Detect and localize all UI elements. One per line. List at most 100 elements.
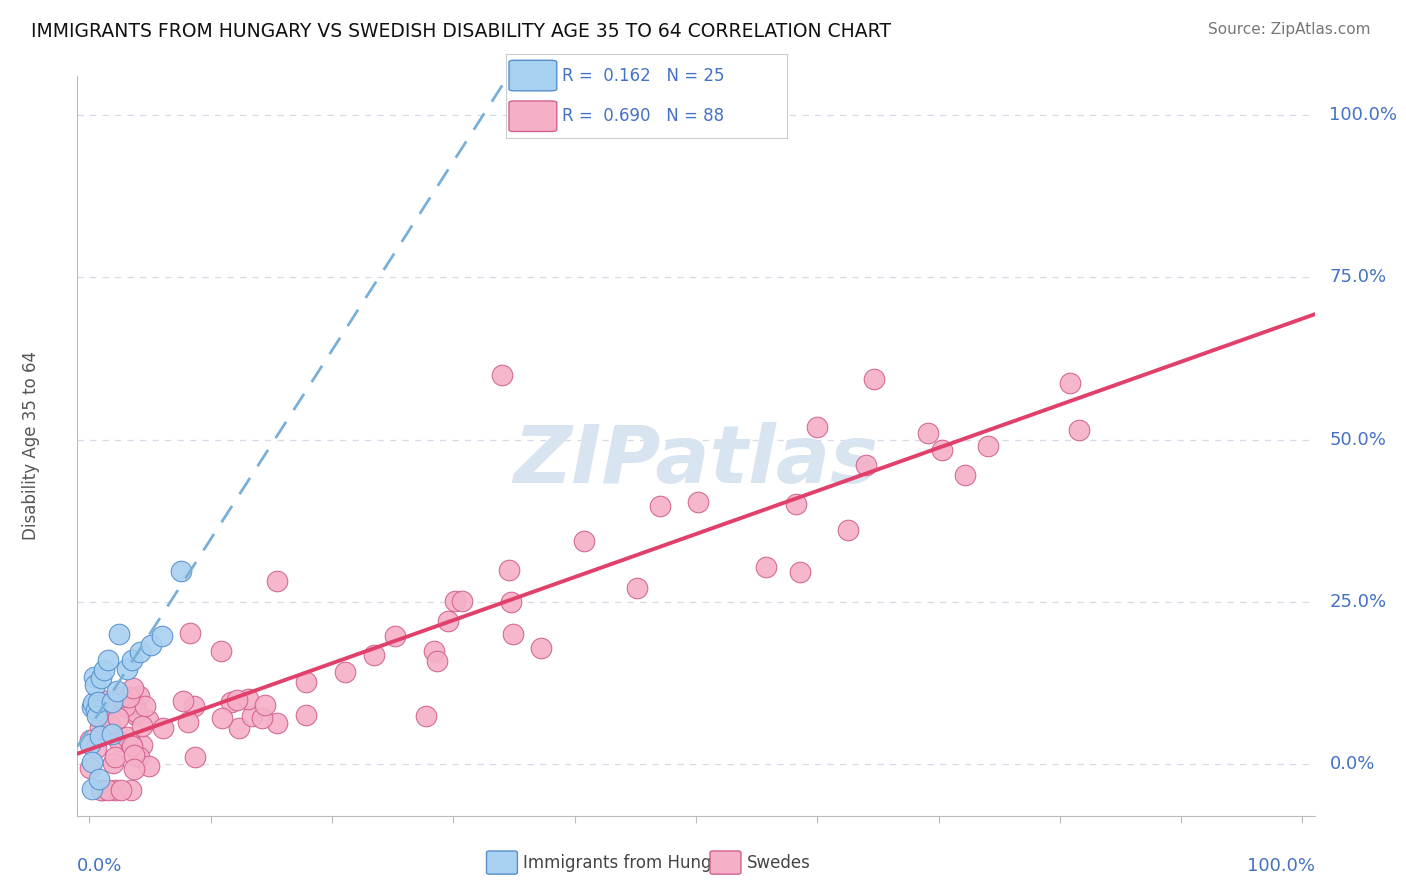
Point — [211, 711, 233, 725]
Point — [80, 755, 103, 769]
Point — [384, 629, 406, 643]
Text: Immigrants from Hungary: Immigrants from Hungary — [523, 854, 738, 871]
Point — [110, 690, 132, 705]
Point — [499, 595, 522, 609]
Point — [83, 678, 105, 692]
Point — [226, 692, 249, 706]
Point — [626, 582, 648, 596]
Point — [104, 783, 127, 797]
Point — [94, 694, 117, 708]
Text: 0.0%: 0.0% — [1330, 756, 1375, 773]
Point — [131, 738, 153, 752]
Point — [115, 662, 138, 676]
Point — [138, 759, 160, 773]
Point — [150, 629, 173, 643]
Point — [491, 368, 513, 382]
Point — [953, 468, 976, 483]
Point — [124, 699, 146, 714]
Point — [253, 698, 276, 712]
Point — [131, 719, 153, 733]
Point — [101, 727, 124, 741]
Text: Swedes: Swedes — [747, 854, 810, 871]
Point — [423, 644, 446, 658]
Point — [177, 714, 200, 729]
Point — [139, 638, 162, 652]
Point — [530, 641, 553, 656]
Point — [152, 721, 174, 735]
Point — [120, 737, 142, 751]
Point — [118, 690, 141, 704]
Point — [1059, 376, 1081, 391]
Point — [228, 722, 250, 736]
Text: R =  0.690   N = 88: R = 0.690 N = 88 — [562, 107, 724, 125]
Point — [184, 749, 207, 764]
Point — [84, 703, 107, 717]
Point — [502, 626, 524, 640]
Point — [83, 669, 105, 683]
Text: 50.0%: 50.0% — [1330, 431, 1386, 449]
Text: R =  0.162   N = 25: R = 0.162 N = 25 — [562, 67, 725, 85]
Point — [101, 756, 124, 770]
Point — [110, 783, 132, 797]
Point — [90, 671, 112, 685]
Point — [79, 737, 101, 751]
Point — [114, 698, 136, 713]
Point — [572, 533, 595, 548]
Point — [122, 762, 145, 776]
Text: Source: ZipAtlas.com: Source: ZipAtlas.com — [1208, 22, 1371, 37]
Point — [125, 707, 148, 722]
Text: 0.0%: 0.0% — [77, 857, 122, 875]
Point — [125, 705, 148, 719]
Point — [101, 696, 124, 710]
Point — [91, 783, 114, 797]
Point — [931, 443, 953, 458]
Point — [89, 772, 111, 786]
Point — [415, 709, 437, 723]
Text: 25.0%: 25.0% — [1330, 593, 1386, 611]
Point — [97, 653, 120, 667]
Point — [785, 497, 807, 511]
Point — [295, 707, 318, 722]
Text: 75.0%: 75.0% — [1330, 268, 1386, 286]
Point — [436, 614, 458, 628]
Point — [90, 783, 112, 797]
Point — [96, 783, 118, 797]
Point — [240, 708, 263, 723]
Point — [86, 708, 108, 723]
Point — [121, 653, 143, 667]
Point — [425, 654, 447, 668]
Point — [266, 574, 288, 588]
Point — [82, 699, 104, 714]
Point — [105, 684, 128, 698]
Point — [112, 695, 135, 709]
Point — [444, 593, 467, 607]
Point — [108, 627, 131, 641]
FancyBboxPatch shape — [509, 101, 557, 131]
Point — [219, 695, 242, 709]
Point — [120, 783, 142, 797]
Point — [128, 689, 150, 703]
Point — [107, 734, 129, 748]
Text: 100.0%: 100.0% — [1247, 857, 1315, 875]
Point — [755, 560, 778, 574]
Point — [89, 720, 111, 734]
Point — [80, 781, 103, 796]
Point — [183, 698, 205, 713]
Point — [121, 697, 143, 711]
Point — [134, 699, 156, 714]
Point — [170, 564, 193, 578]
Point — [1069, 423, 1091, 437]
Point — [122, 748, 145, 763]
Point — [84, 741, 107, 756]
Point — [266, 715, 288, 730]
Point — [363, 648, 385, 662]
Point — [450, 594, 472, 608]
Point — [122, 681, 145, 695]
Point — [250, 711, 273, 725]
Point — [82, 696, 104, 710]
Point — [129, 645, 152, 659]
Point — [688, 494, 710, 508]
Point — [91, 710, 114, 724]
Point — [93, 663, 115, 677]
Point — [295, 674, 318, 689]
